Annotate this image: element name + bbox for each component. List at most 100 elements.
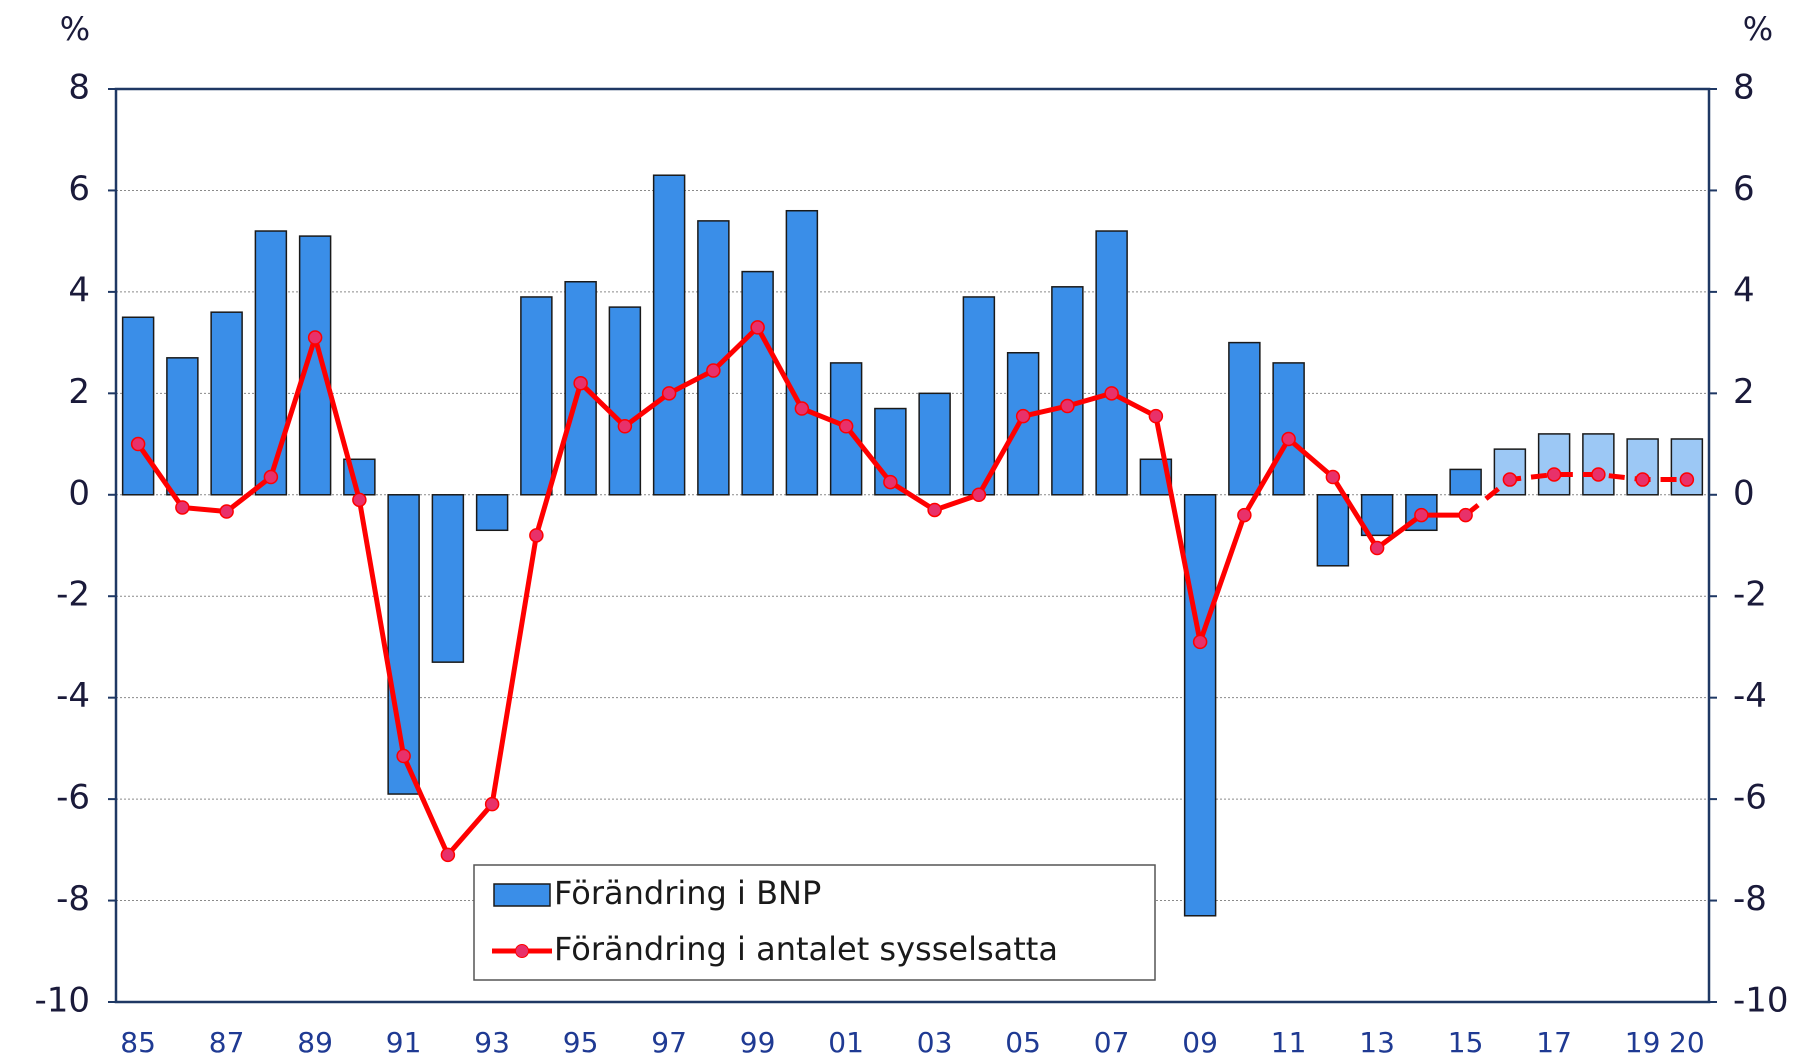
bar bbox=[1183, 494, 1217, 917]
line-marker bbox=[883, 474, 898, 490]
line-marker bbox=[1325, 469, 1341, 485]
x-tick-label: 03 bbox=[917, 1026, 953, 1059]
legend bbox=[473, 864, 1156, 981]
x-tick-label: 07 bbox=[1094, 1026, 1130, 1059]
y2-tick-label: -10 bbox=[1733, 981, 1789, 1021]
y2-tick-label: 2 bbox=[1733, 372, 1755, 412]
legend-label: Förändring i BNP bbox=[554, 874, 821, 912]
y2-tick-label: -2 bbox=[1733, 575, 1767, 615]
bar bbox=[1537, 433, 1571, 496]
y2-axis-unit: % bbox=[1743, 10, 1773, 48]
y2-tick-label: -8 bbox=[1733, 879, 1767, 919]
y-tick-label: -8 bbox=[56, 879, 90, 919]
line-marker bbox=[1679, 472, 1695, 487]
line-marker bbox=[263, 469, 279, 485]
line-marker bbox=[396, 748, 411, 764]
y-tick-label: 2 bbox=[68, 372, 90, 412]
bar bbox=[431, 494, 465, 663]
bar bbox=[475, 494, 509, 532]
bar bbox=[387, 494, 420, 795]
bar bbox=[962, 296, 996, 496]
bar bbox=[608, 306, 642, 496]
bar bbox=[1051, 286, 1084, 496]
legend-marker bbox=[515, 944, 529, 958]
bar bbox=[1493, 448, 1527, 496]
bar bbox=[741, 270, 774, 496]
bar bbox=[785, 209, 819, 496]
bar bbox=[1582, 433, 1615, 496]
line-marker bbox=[1369, 540, 1385, 556]
line-marker bbox=[1546, 467, 1562, 482]
line-marker bbox=[1192, 634, 1208, 650]
x-tick-label: 01 bbox=[828, 1026, 864, 1059]
y2-tick-label: -6 bbox=[1733, 778, 1767, 818]
x-tick-label: 15 bbox=[1448, 1026, 1484, 1059]
line-marker bbox=[661, 386, 677, 401]
line-marker bbox=[1060, 398, 1075, 414]
line-marker bbox=[130, 436, 146, 452]
x-tick-label: 97 bbox=[651, 1026, 687, 1059]
x-tick-label: 17 bbox=[1536, 1026, 1572, 1059]
line-marker bbox=[1281, 431, 1296, 447]
y2-tick-label: 0 bbox=[1733, 473, 1755, 513]
x-tick-label: 09 bbox=[1182, 1026, 1218, 1059]
y2-tick-label: 4 bbox=[1733, 270, 1755, 310]
plot-frame bbox=[114, 87, 1711, 1004]
y2-tick-label: -4 bbox=[1733, 676, 1767, 716]
line-marker bbox=[307, 330, 323, 345]
x-tick-label: 19 bbox=[1625, 1026, 1661, 1059]
x-tick-label: 95 bbox=[563, 1026, 599, 1059]
line-marker bbox=[1502, 472, 1518, 487]
bar bbox=[1006, 352, 1040, 496]
line-marker bbox=[1015, 408, 1031, 424]
bar bbox=[210, 311, 243, 496]
y-tick-label: 4 bbox=[68, 270, 90, 310]
bar bbox=[918, 392, 951, 496]
bar bbox=[254, 230, 288, 496]
bar bbox=[166, 357, 199, 496]
x-tick-label: 85 bbox=[120, 1026, 156, 1059]
line-marker bbox=[440, 847, 456, 863]
y-tick-label: 8 bbox=[68, 68, 90, 108]
bar bbox=[1272, 362, 1305, 496]
line-marker bbox=[1458, 507, 1473, 523]
line-marker bbox=[573, 375, 588, 391]
line-marker bbox=[1591, 467, 1606, 482]
x-tick-label: 20 bbox=[1669, 1026, 1705, 1059]
bar bbox=[1449, 468, 1482, 496]
bar bbox=[564, 280, 597, 496]
y2-tick-label: 6 bbox=[1733, 169, 1755, 209]
y-axis-unit: % bbox=[60, 10, 90, 48]
y-tick-label: 6 bbox=[68, 169, 90, 209]
x-tick-label: 87 bbox=[209, 1026, 245, 1059]
x-tick-label: 11 bbox=[1271, 1026, 1307, 1059]
line-marker bbox=[838, 419, 854, 434]
line-marker bbox=[1414, 507, 1429, 523]
bar bbox=[1316, 494, 1350, 567]
x-tick-label: 93 bbox=[474, 1026, 510, 1059]
line-marker bbox=[794, 401, 810, 416]
x-tick-label: 89 bbox=[297, 1026, 333, 1059]
bar bbox=[121, 316, 155, 496]
x-tick-label: 05 bbox=[1005, 1026, 1041, 1059]
line-marker bbox=[1237, 507, 1252, 523]
line bbox=[1464, 471, 1687, 518]
x-tick-label: 13 bbox=[1359, 1026, 1395, 1059]
line-marker bbox=[529, 528, 544, 543]
bar bbox=[1095, 230, 1128, 496]
legend-label: Förändring i antalet sysselsatta bbox=[554, 930, 1058, 968]
y-tick-label: -2 bbox=[56, 575, 90, 615]
x-tick-label: 91 bbox=[386, 1026, 422, 1059]
line-marker bbox=[1104, 386, 1119, 401]
line-marker bbox=[971, 487, 987, 503]
y-tick-label: -4 bbox=[56, 676, 90, 716]
line-marker bbox=[750, 320, 765, 335]
x-tick-label: 99 bbox=[740, 1026, 776, 1059]
legend-swatch bbox=[493, 883, 551, 907]
line-marker bbox=[927, 502, 942, 518]
y-tick-label: -6 bbox=[56, 778, 90, 818]
line-marker bbox=[617, 419, 633, 434]
line-marker bbox=[175, 500, 190, 515]
line-marker bbox=[352, 492, 367, 508]
